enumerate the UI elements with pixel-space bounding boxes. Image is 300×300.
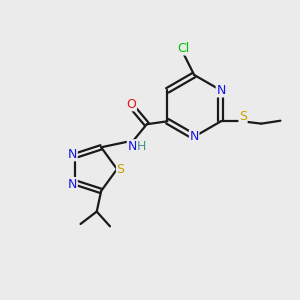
- Text: O: O: [127, 98, 136, 111]
- Text: N: N: [68, 178, 77, 190]
- Text: N: N: [128, 140, 137, 153]
- Text: S: S: [117, 163, 124, 176]
- Text: N: N: [190, 130, 199, 143]
- Text: N: N: [68, 148, 77, 161]
- Text: H: H: [137, 140, 146, 153]
- Text: N: N: [216, 84, 226, 97]
- Text: S: S: [239, 110, 247, 123]
- Text: Cl: Cl: [178, 42, 190, 55]
